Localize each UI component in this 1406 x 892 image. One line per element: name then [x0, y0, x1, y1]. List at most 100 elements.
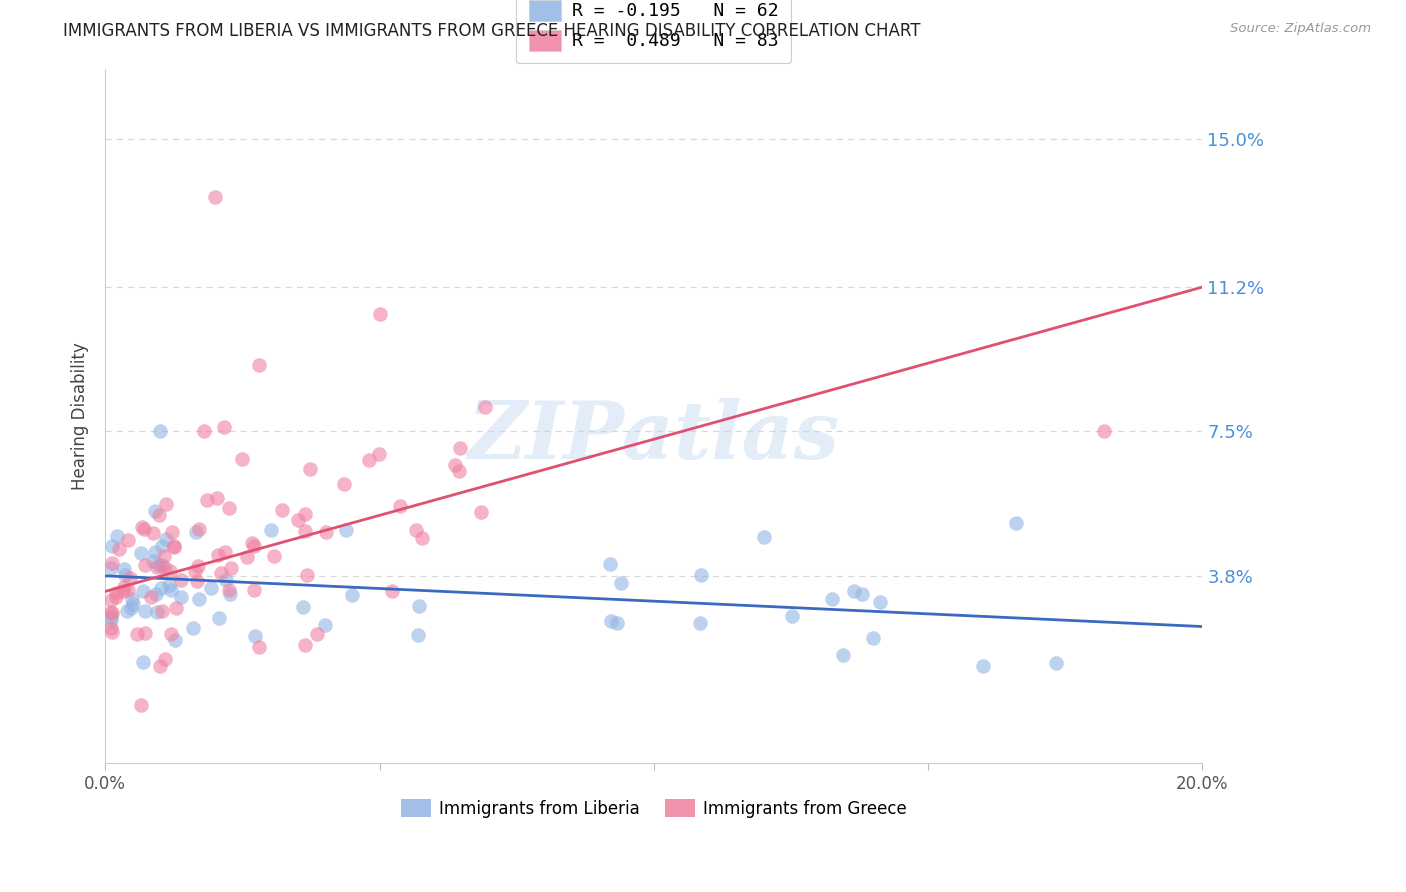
Point: [606, 615, 628, 630]
Point: [333, 477, 356, 491]
Point: [108, 541, 131, 556]
Point: [294, 507, 316, 521]
Point: [163, 539, 186, 553]
Point: [821, 591, 844, 606]
Point: [411, 532, 433, 546]
Point: [100, 621, 122, 635]
Point: [159, 583, 181, 598]
Point: [120, 600, 142, 615]
Point: [298, 461, 321, 475]
Point: [869, 595, 891, 609]
Point: [142, 525, 165, 540]
Point: [600, 614, 623, 628]
Point: [114, 567, 136, 582]
Point: [150, 558, 173, 573]
Point: [145, 587, 167, 601]
Point: [153, 549, 176, 563]
Point: [1004, 516, 1026, 530]
Point: [134, 558, 156, 572]
Point: [208, 611, 231, 625]
Point: [831, 648, 853, 663]
Point: [132, 522, 155, 536]
Point: [444, 458, 467, 472]
Point: [405, 523, 427, 537]
Point: [100, 605, 122, 619]
Point: [186, 525, 208, 540]
Point: [112, 584, 135, 599]
Point: [335, 523, 357, 537]
Text: Source: ZipAtlas.com: Source: ZipAtlas.com: [1230, 22, 1371, 36]
Point: [187, 591, 209, 606]
Point: [231, 451, 253, 466]
Point: [153, 561, 176, 575]
Point: [143, 544, 166, 558]
Text: ZIPatlas: ZIPatlas: [468, 398, 839, 475]
Point: [142, 554, 165, 568]
Point: [357, 453, 380, 467]
Point: [101, 625, 124, 640]
Point: [105, 529, 128, 543]
Point: [851, 587, 873, 601]
Point: [209, 566, 232, 581]
Point: [112, 580, 135, 594]
Point: [139, 591, 162, 605]
Point: [218, 501, 240, 516]
Point: [100, 560, 122, 574]
Point: [193, 425, 215, 439]
Point: [368, 307, 391, 321]
Point: [134, 626, 156, 640]
Point: [340, 588, 363, 602]
Point: [260, 523, 283, 537]
Point: [170, 573, 193, 587]
Point: [129, 698, 152, 712]
Point: [207, 548, 229, 562]
Point: [689, 616, 711, 631]
Point: [218, 582, 240, 597]
Point: [215, 573, 238, 587]
Point: [122, 598, 145, 612]
Point: [218, 587, 240, 601]
Point: [149, 581, 172, 595]
Point: [294, 638, 316, 652]
Point: [183, 621, 205, 635]
Point: [408, 627, 430, 641]
Point: [447, 464, 470, 478]
Point: [143, 504, 166, 518]
Text: IMMIGRANTS FROM LIBERIA VS IMMIGRANTS FROM GREECE HEARING DISABILITY CORRELATION: IMMIGRANTS FROM LIBERIA VS IMMIGRANTS FR…: [63, 22, 921, 40]
Point: [148, 508, 170, 522]
Point: [100, 593, 122, 607]
Point: [200, 581, 222, 595]
Point: [101, 556, 124, 570]
Point: [125, 627, 148, 641]
Point: [470, 505, 492, 519]
Point: [165, 600, 187, 615]
Point: [134, 603, 156, 617]
Point: [100, 610, 122, 624]
Point: [243, 629, 266, 643]
Point: [247, 640, 270, 654]
Point: [862, 632, 884, 646]
Point: [152, 604, 174, 618]
Point: [157, 578, 180, 592]
Point: [100, 606, 122, 620]
Point: [690, 568, 713, 582]
Point: [205, 491, 228, 505]
Point: [314, 618, 336, 632]
Point: [381, 583, 404, 598]
Point: [148, 558, 170, 572]
Point: [449, 441, 471, 455]
Point: [972, 658, 994, 673]
Point: [271, 503, 294, 517]
Point: [162, 540, 184, 554]
Point: [132, 584, 155, 599]
Point: [100, 613, 122, 627]
Point: [153, 651, 176, 665]
Y-axis label: Hearing Disability: Hearing Disability: [72, 342, 89, 490]
Point: [184, 564, 207, 578]
Point: [112, 562, 135, 576]
Point: [388, 500, 411, 514]
Point: [146, 605, 169, 619]
Point: [219, 560, 242, 574]
Point: [155, 532, 177, 546]
Point: [287, 513, 309, 527]
